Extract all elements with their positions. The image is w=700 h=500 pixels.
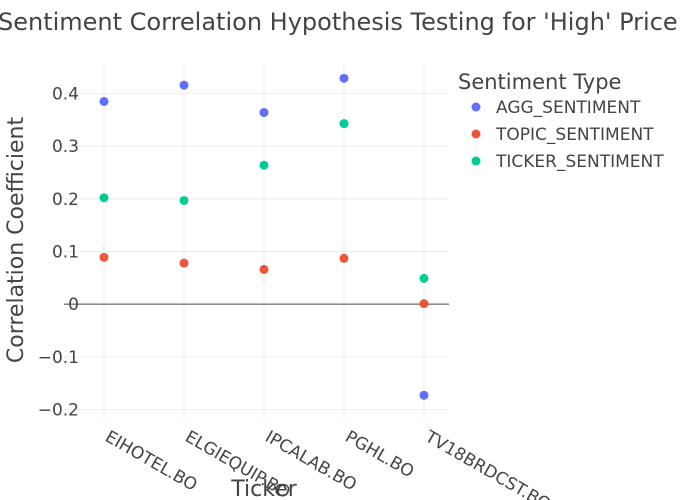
y-tick-labels: 0.4 0.3 0.2 0.1 0 −0.1 −0.2: [38, 85, 79, 421]
chart-title: Sentiment Correlation Hypothesis Testing…: [0, 8, 678, 36]
data-point-ticker-sentiment: [179, 195, 189, 205]
y-tick-label: 0.1: [52, 243, 79, 263]
data-point-ticker-sentiment: [339, 119, 349, 129]
legend-label: AGG_SENTIMENT: [496, 98, 641, 118]
data-point-ticker-sentiment: [259, 160, 269, 170]
y-tick-label: 0.3: [52, 137, 79, 157]
grid-layer: [64, 62, 449, 420]
legend-items: AGG_SENTIMENT TOPIC_SENTIMENT TICKER_SENTI…: [471, 98, 664, 172]
y-axis-title: Correlation Coefficient: [4, 117, 29, 364]
x-tick-label: TV18BRDCST.BO: [421, 427, 554, 500]
y-tick-label: −0.1: [38, 348, 79, 368]
legend-marker: [471, 102, 481, 112]
legend: Sentiment Type AGG_SENTIMENT TOPIC_SENTIM…: [458, 70, 664, 172]
legend-title: Sentiment Type: [458, 70, 621, 94]
legend-label: TICKER_SENTIMENT: [495, 152, 664, 172]
y-tick-label: 0.4: [52, 85, 79, 105]
legend-marker: [471, 129, 481, 139]
data-point-topic-sentiment: [419, 299, 429, 309]
data-point-agg-sentiment: [339, 73, 349, 83]
data-point-agg-sentiment: [179, 80, 189, 90]
y-tick-label: 0.2: [52, 190, 79, 210]
y-tick-label: 0: [68, 295, 79, 315]
legend-marker: [471, 156, 481, 166]
data-point-topic-sentiment: [259, 264, 269, 274]
y-tick-label: −0.2: [38, 400, 79, 420]
data-point-agg-sentiment: [99, 96, 109, 106]
data-points-layer: [99, 73, 429, 400]
x-axis-title: Ticker: [230, 477, 297, 500]
data-point-agg-sentiment: [259, 108, 269, 118]
data-point-topic-sentiment: [99, 252, 109, 262]
data-point-topic-sentiment: [179, 258, 189, 268]
data-point-ticker-sentiment: [419, 273, 429, 283]
data-point-ticker-sentiment: [99, 193, 109, 203]
legend-label: TOPIC_SENTIMENT: [495, 125, 654, 145]
data-point-topic-sentiment: [339, 253, 349, 263]
data-point-agg-sentiment: [419, 390, 429, 400]
